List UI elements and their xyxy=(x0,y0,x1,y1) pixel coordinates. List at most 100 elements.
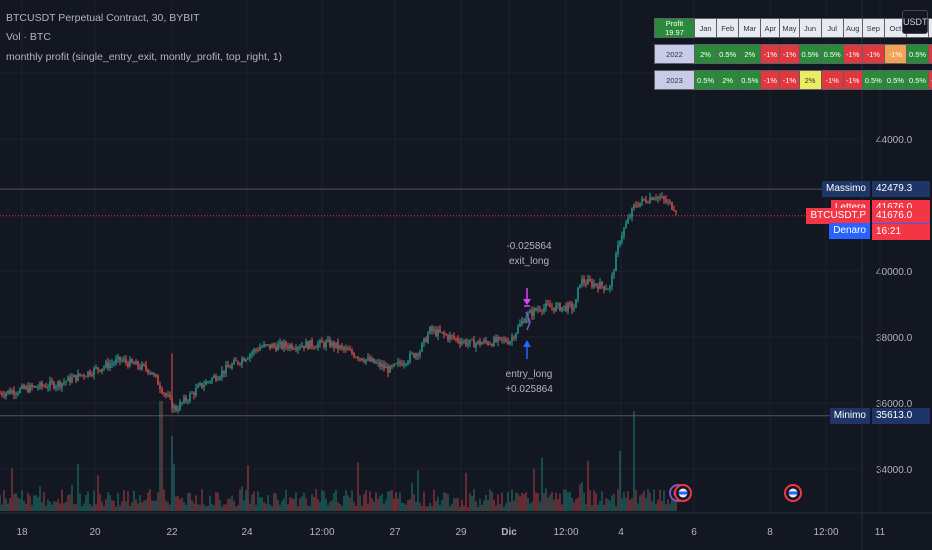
candle-body xyxy=(179,402,181,410)
candle-body xyxy=(63,382,65,384)
volume-bar xyxy=(189,492,191,511)
candle-body xyxy=(333,341,335,348)
volume-bar xyxy=(287,504,289,511)
volume-bar xyxy=(97,475,99,511)
candle-body xyxy=(215,375,217,381)
volume-bar xyxy=(431,505,433,511)
candle-body xyxy=(673,209,675,211)
volume-bar xyxy=(665,504,667,511)
volume-bar xyxy=(489,489,491,511)
candle-body xyxy=(123,359,125,361)
candle-body xyxy=(259,347,261,351)
candle-body xyxy=(265,344,267,346)
candle-body xyxy=(479,340,481,345)
candle-body xyxy=(663,196,665,200)
volume-bar xyxy=(269,504,271,511)
month-header: Jun xyxy=(798,18,822,38)
volume-bar xyxy=(169,504,171,511)
candle-body xyxy=(515,333,517,339)
indicator-legend[interactable]: monthly profit (single_entry_exit, montl… xyxy=(6,51,283,63)
monthly-profit-table: Profit 19.97 Jan Feb Mar Apr May Jun Jul Aug Sep O… xyxy=(654,18,932,90)
volume-bar xyxy=(475,501,477,511)
volume-bar xyxy=(333,492,335,511)
candle-body xyxy=(161,389,163,394)
volume-bar xyxy=(99,493,101,511)
candle-body xyxy=(623,228,625,236)
volume-bar xyxy=(81,506,83,511)
candle-body xyxy=(581,279,583,285)
volume-bar xyxy=(353,501,355,511)
candle-body xyxy=(487,341,489,345)
candle-body xyxy=(463,340,465,342)
volume-bar xyxy=(501,492,503,511)
time-tick-label: 20 xyxy=(89,527,101,538)
candle-body xyxy=(659,196,661,198)
volume-bar xyxy=(309,506,311,511)
candle-body xyxy=(253,349,255,353)
candle-body xyxy=(301,345,303,348)
candle-body xyxy=(541,310,543,312)
candle-body xyxy=(671,202,673,210)
volume-bar xyxy=(227,498,229,511)
volume-bar xyxy=(545,488,547,511)
volume-bar xyxy=(641,493,643,511)
candle-body xyxy=(5,392,7,397)
volume-bar xyxy=(95,504,97,511)
volume-bar xyxy=(485,494,487,511)
volume-bar xyxy=(39,486,41,511)
volume-bar xyxy=(429,503,431,511)
volume-bar xyxy=(53,501,55,511)
candle-body xyxy=(19,388,21,393)
volume-bar xyxy=(247,465,249,511)
volume-bar xyxy=(515,492,517,511)
candle-body xyxy=(537,309,539,311)
volume-bar xyxy=(65,501,67,511)
volume-bar xyxy=(155,500,157,511)
candle-body xyxy=(607,288,609,290)
candle-body xyxy=(557,303,559,305)
volume-bar xyxy=(41,502,43,511)
candle-body xyxy=(37,387,39,389)
candle-body xyxy=(121,360,123,362)
candle-body xyxy=(549,304,551,308)
volume-bar xyxy=(657,500,659,511)
candle-body xyxy=(185,397,187,401)
volume-bar xyxy=(581,482,583,511)
candle-body xyxy=(507,341,509,344)
symbol-legend[interactable]: BTCUSDT Perpetual Contract, 30, BYBIT xyxy=(6,12,200,24)
profit-cell: 0.5% xyxy=(820,44,844,64)
candle-body xyxy=(287,346,289,349)
price-tag-name: Massimo xyxy=(821,181,870,198)
volume-bar xyxy=(557,499,559,511)
profit-cell: 0.5% xyxy=(798,44,822,64)
volume-bar xyxy=(631,498,633,511)
candle-body xyxy=(321,340,323,343)
candle-body xyxy=(197,385,199,389)
volume-bar xyxy=(291,498,293,511)
candle-body xyxy=(187,400,189,402)
candle-body xyxy=(539,309,541,311)
candle-body xyxy=(0,393,1,395)
candle-body xyxy=(529,310,531,314)
volume-legend[interactable]: Vol · BTC xyxy=(6,31,51,43)
candle-body xyxy=(627,218,629,224)
candle-body xyxy=(207,381,209,383)
volume-bar xyxy=(491,491,493,511)
candle-body xyxy=(471,339,473,341)
candle-body xyxy=(675,210,677,212)
currency-button[interactable]: USDT xyxy=(902,10,928,34)
volume-bar xyxy=(369,490,371,511)
volume-bar xyxy=(415,501,417,511)
volume-bar xyxy=(451,504,453,511)
volume-bar xyxy=(647,489,649,511)
volume-bar xyxy=(467,506,469,511)
volume-bar xyxy=(335,490,337,511)
volume-bar xyxy=(441,499,443,511)
volume-bar xyxy=(375,492,377,511)
candle-body xyxy=(319,340,321,344)
candle-body xyxy=(231,364,233,369)
volume-bar xyxy=(1,504,3,511)
volume-bar xyxy=(553,499,555,511)
volume-bar xyxy=(267,495,269,511)
volume-bar xyxy=(653,489,655,511)
